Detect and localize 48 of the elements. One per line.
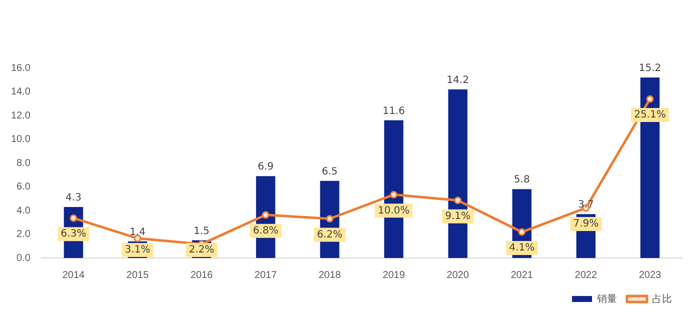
data-label: 3.1% <box>124 244 150 256</box>
data-label: 14.2 <box>446 74 469 86</box>
data-label: 6.9 <box>258 162 274 173</box>
point <box>454 196 462 204</box>
data-label: 7.9% <box>573 218 599 230</box>
data-label: 2.2% <box>188 244 214 256</box>
x-tick-label: 2022 <box>574 270 598 281</box>
data-label: 4.1% <box>509 242 535 254</box>
y-tick-label: 14.0 <box>10 86 31 98</box>
x-tick-label: 2019 <box>382 270 406 281</box>
data-label: 6.8% <box>252 226 278 237</box>
x-tick-label: 2018 <box>318 270 342 281</box>
data-label: 9.1% <box>445 210 471 222</box>
y-tick-label: 2.0 <box>16 229 31 240</box>
y-tick-label: 0.0 <box>16 252 31 264</box>
y-tick-label: 8.0 <box>16 158 31 169</box>
point <box>646 95 654 103</box>
y-tick-label: 16.0 <box>10 62 31 74</box>
x-tick-label: 2016 <box>190 270 214 281</box>
y-tick-label: 6.0 <box>16 182 31 192</box>
data-label: 1.4 <box>130 226 146 238</box>
data-label: 6.2% <box>317 229 342 240</box>
x-tick-label: 2020 <box>446 270 470 281</box>
data-label: 15.2 <box>638 63 662 74</box>
legend-label: 销量 <box>596 294 617 305</box>
data-label: 1.5 <box>194 226 210 237</box>
x-tick-label: 2021 <box>510 270 534 281</box>
data-label: 25.1% <box>634 110 666 121</box>
point <box>262 211 270 219</box>
data-label: 10.0% <box>378 205 410 216</box>
point <box>518 228 526 236</box>
point <box>70 214 78 222</box>
y-tick-label: 10.0 <box>10 134 31 145</box>
y-tick-label: 12.0 <box>10 110 31 122</box>
point <box>134 234 142 242</box>
x-tick-label: 2014 <box>62 270 86 281</box>
data-label: 4.3 <box>66 192 82 204</box>
x-tick-label: 2017 <box>254 270 278 281</box>
data-label: 5.8 <box>514 174 530 186</box>
point <box>326 214 334 222</box>
data-label: 6.3% <box>60 228 86 240</box>
x-tick-label: 2015 <box>126 270 150 281</box>
y-tick-label: 4.0 <box>16 205 31 216</box>
legend-label: 占比 <box>652 292 672 305</box>
point <box>390 190 398 198</box>
data-label: 11.6 <box>382 106 405 117</box>
x-tick-label: 2023 <box>638 270 662 281</box>
data-label: 6.5 <box>322 166 338 178</box>
